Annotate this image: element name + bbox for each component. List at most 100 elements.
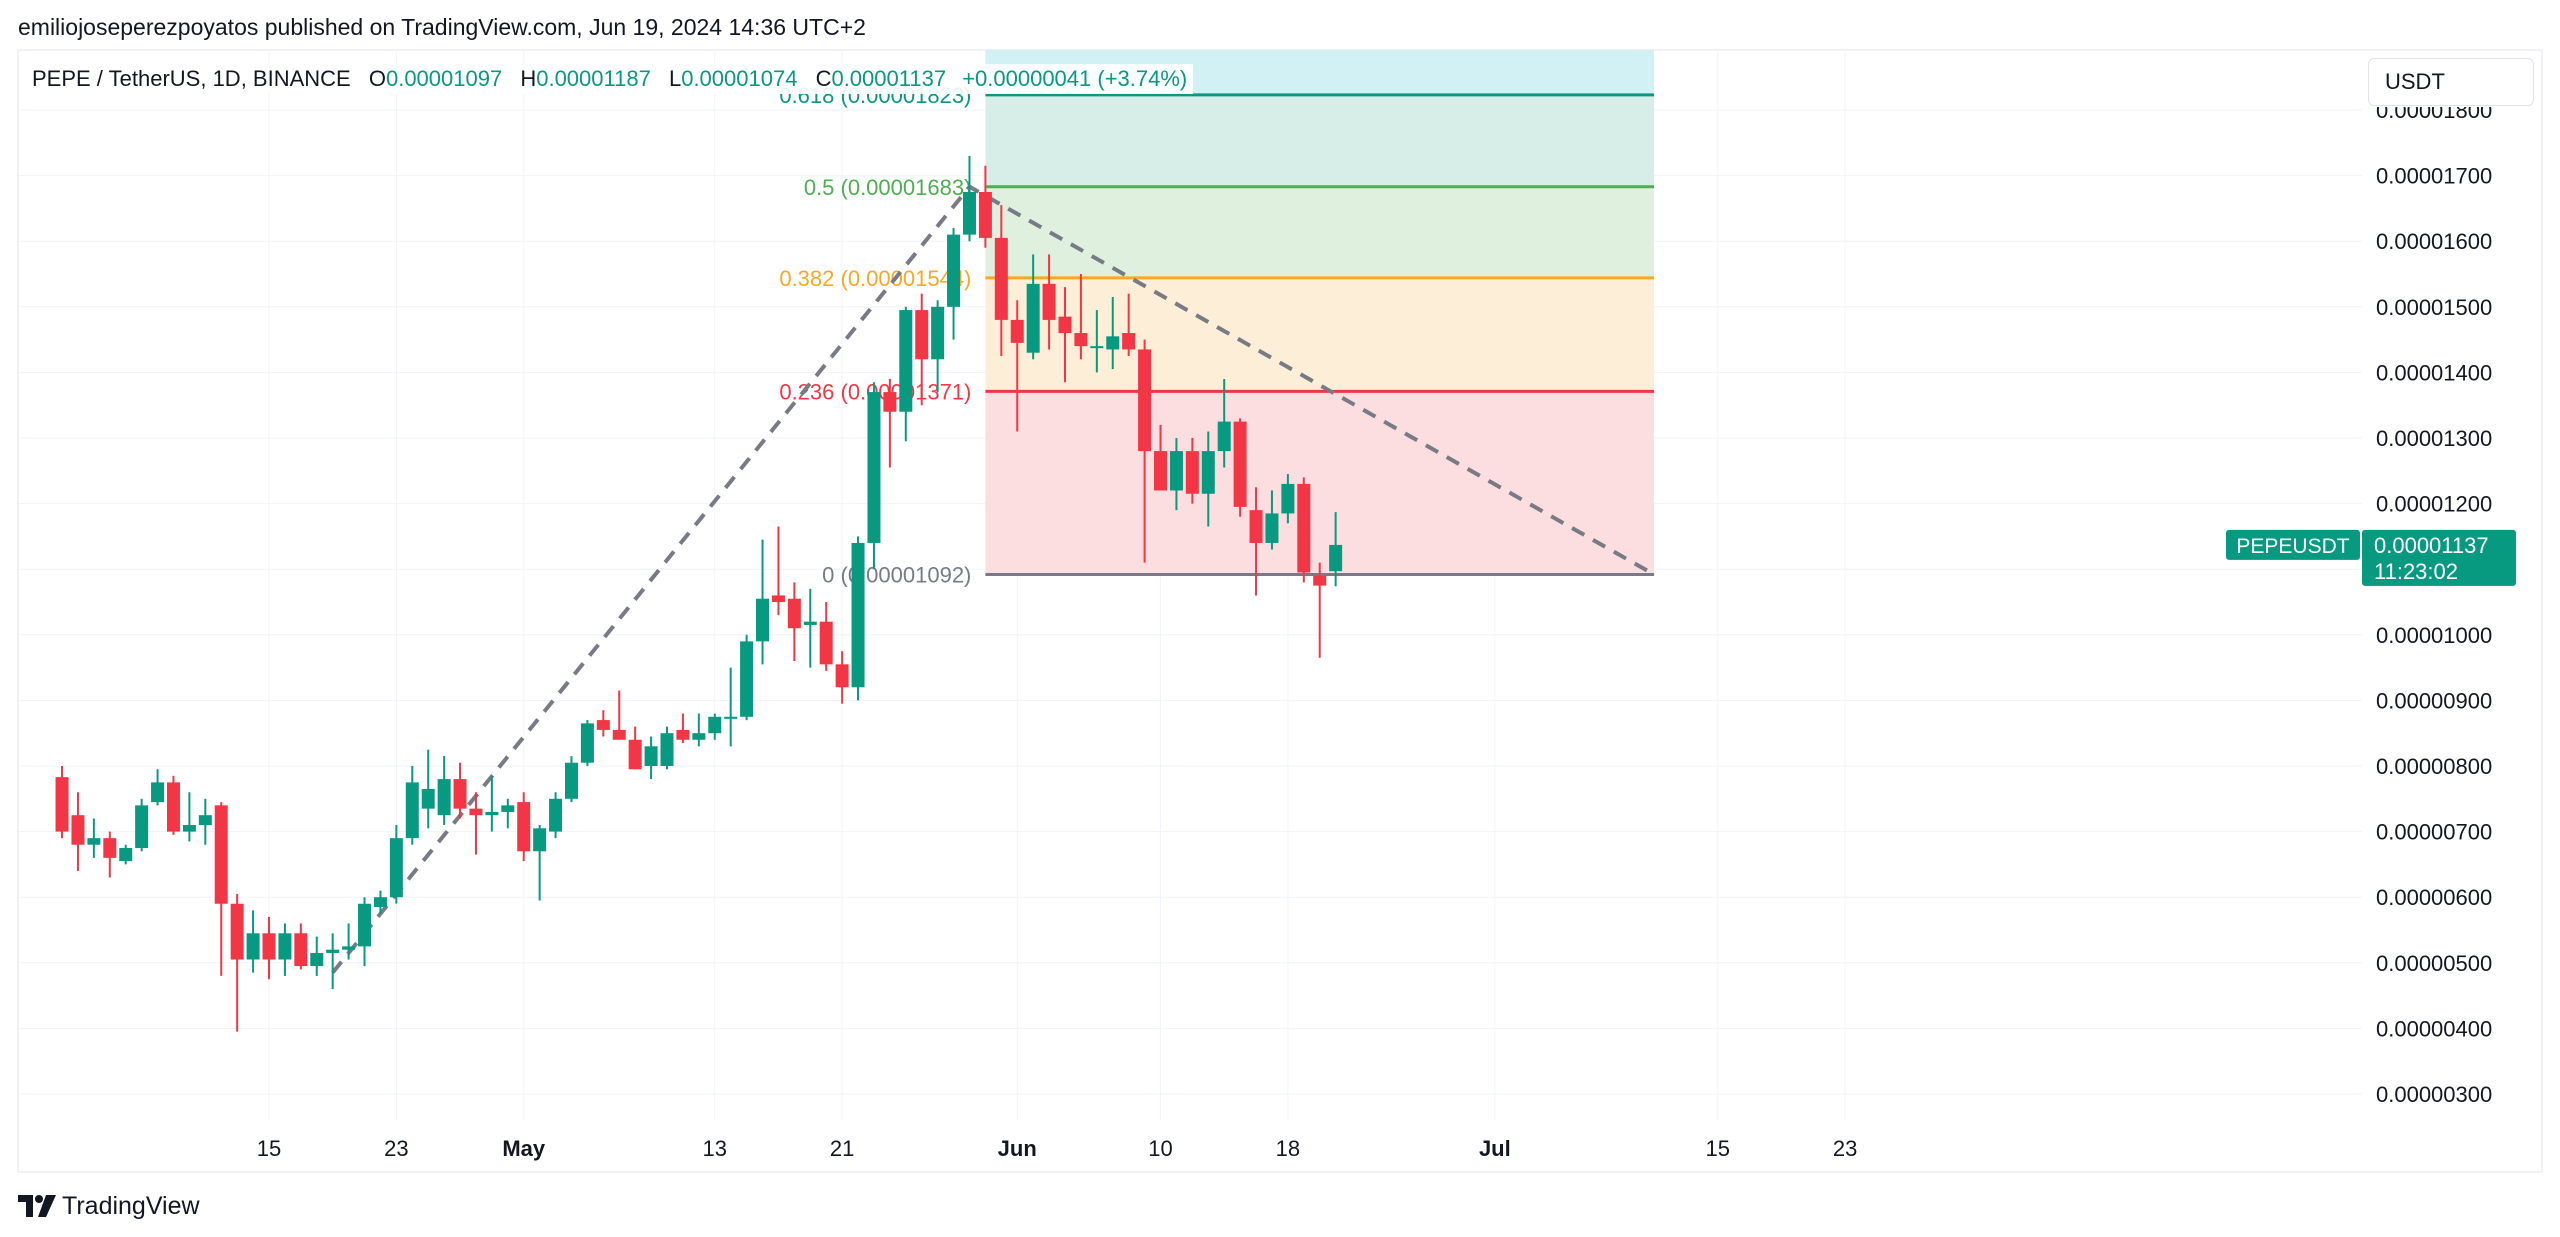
candle-body — [835, 664, 849, 688]
low-label: L — [668, 66, 682, 91]
candle-body — [1010, 319, 1024, 343]
price-tick-label: 0.00001600 — [2376, 229, 2492, 254]
fib-band — [985, 186, 1655, 278]
candle — [342, 923, 356, 960]
time-tick-label: 21 — [830, 1136, 854, 1161]
candle-body — [628, 739, 642, 770]
candle — [453, 762, 467, 819]
candle — [71, 792, 85, 871]
candle — [214, 802, 228, 976]
candle-body — [310, 952, 324, 967]
candle-body — [1217, 421, 1231, 452]
candle — [771, 526, 785, 616]
candle — [819, 602, 833, 671]
candle-body — [501, 805, 515, 812]
fib-level-label: 0.382 (0.00001544) — [779, 266, 971, 291]
fib-level-label: 0 (0.00001092) — [822, 562, 971, 587]
candle-body — [55, 777, 69, 832]
candle — [724, 667, 738, 747]
close-label: C — [815, 66, 832, 91]
candle — [310, 936, 324, 976]
price-tick-label: 0.00000700 — [2376, 820, 2492, 845]
candle — [1265, 490, 1279, 550]
candle — [1074, 274, 1088, 360]
candle-body — [198, 815, 212, 826]
candle-body — [580, 723, 594, 763]
candle-body — [596, 720, 610, 730]
high-label: H — [520, 66, 537, 91]
time-axis[interactable]: 15 23 May 13 21 Jun 10 18 Jul 15 23 — [257, 1136, 1858, 1161]
price-tag-value: 0.00001137 — [2374, 533, 2489, 558]
price-tick-label: 0.00000500 — [2376, 951, 2492, 976]
candle-body — [485, 811, 499, 816]
candle — [835, 651, 849, 704]
candle — [198, 798, 212, 845]
candle — [564, 756, 578, 803]
candle-body — [294, 933, 308, 967]
candle-body — [756, 598, 770, 642]
price-tick-label: 0.00000900 — [2376, 688, 2492, 713]
candle-body — [1106, 336, 1120, 350]
symbol-legend[interactable]: PEPE / TetherUS, 1D, BINANCE O0.00001097… — [32, 64, 1194, 94]
candle — [628, 726, 642, 770]
candle — [883, 378, 897, 468]
candle — [1122, 293, 1136, 356]
time-tick-label: May — [502, 1136, 546, 1161]
candle — [469, 792, 483, 855]
candle-body — [915, 310, 929, 360]
currency-selector[interactable]: USDT — [2368, 58, 2534, 106]
time-tick-label: 15 — [1705, 1136, 1729, 1161]
time-tick-label: 15 — [257, 1136, 281, 1161]
candle-body — [1329, 544, 1343, 572]
symbol-name[interactable]: PEPE / TetherUS, 1D, BINANCE — [32, 66, 351, 91]
candle — [612, 690, 626, 740]
open-value: 0.00001097 — [385, 66, 503, 91]
candle-body — [1058, 316, 1072, 334]
candle-body — [1249, 510, 1263, 543]
open-label: O — [368, 66, 386, 91]
time-tick-label: 23 — [384, 1136, 408, 1161]
candle — [899, 306, 913, 442]
price-tick-label: 0.00001400 — [2376, 360, 2492, 385]
publisher-line: emiliojoseperezpoyatos published on Trad… — [18, 14, 866, 40]
candle — [692, 713, 706, 747]
candle — [708, 713, 722, 740]
candle — [787, 582, 801, 662]
candle-body — [182, 825, 196, 832]
candle — [1106, 296, 1120, 370]
candle — [947, 228, 961, 340]
candle-body — [1154, 451, 1168, 491]
candle — [1138, 339, 1152, 563]
candle-body — [819, 621, 833, 665]
candle — [1201, 431, 1215, 527]
candle-body — [1026, 283, 1040, 353]
candle-body — [644, 746, 658, 766]
candle — [326, 933, 340, 990]
price-tick-label: 0.00000300 — [2376, 1082, 2492, 1107]
price-tick-label: 0.00001700 — [2376, 164, 2492, 189]
candle — [517, 792, 531, 862]
candles — [55, 155, 1343, 1032]
high-value: 0.00001187 — [536, 66, 651, 91]
price-tick-label: 0.00001300 — [2376, 426, 2492, 451]
candle — [405, 766, 419, 845]
candle-body — [405, 782, 419, 839]
candle — [55, 766, 69, 839]
candle-body — [469, 808, 483, 816]
candle — [580, 720, 594, 766]
candle-body — [771, 595, 785, 602]
candle — [596, 710, 610, 737]
candle — [803, 588, 817, 668]
candle — [151, 769, 165, 806]
tradingview-brand[interactable]: TradingView — [18, 1190, 200, 1222]
candle-body — [612, 729, 626, 740]
time-tick-label: Jun — [998, 1136, 1037, 1161]
candle-body — [230, 903, 244, 960]
candle-body — [151, 782, 165, 803]
candle-body — [708, 716, 722, 734]
candle-body — [87, 838, 101, 845]
candle — [230, 893, 244, 1032]
candle-body — [533, 828, 547, 852]
candle — [421, 749, 435, 829]
